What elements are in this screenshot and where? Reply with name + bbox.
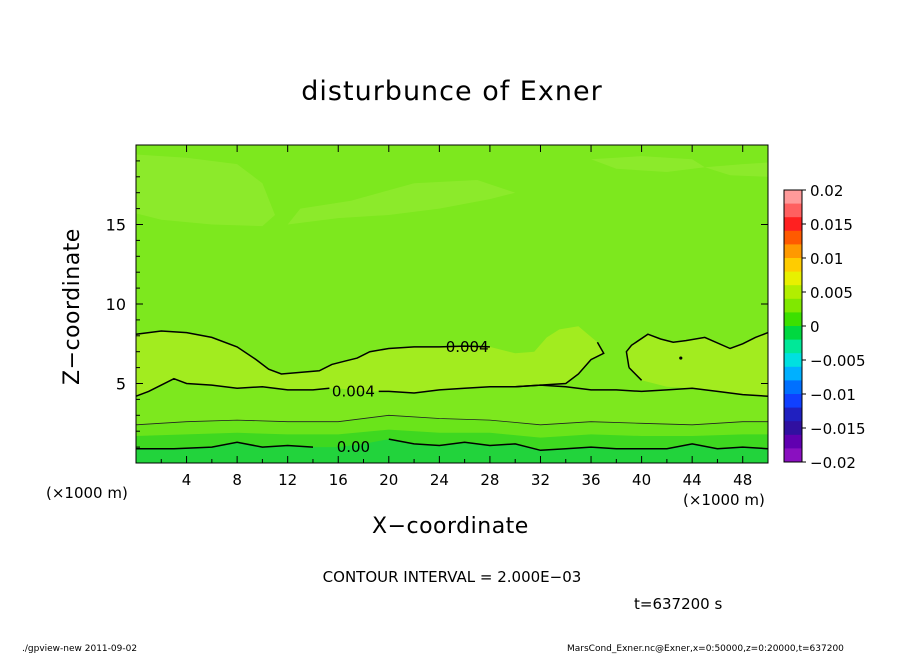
y-tick-label: 5 (116, 375, 126, 394)
x-unit-left: (×1000 m) (46, 484, 128, 502)
footer-right: MarsCond_Exner.nc@Exner,x=0:50000,z=0:20… (567, 644, 844, 654)
x-tick-label: 16 (329, 471, 348, 489)
field-patch (591, 156, 705, 172)
contour-line-0004-upper-right-close (628, 367, 643, 381)
footer-left: ./gpview-new 2011-09-02 (22, 644, 138, 654)
colorbar-segment (784, 217, 802, 232)
contour-interval-text: CONTOUR INTERVAL = 2.000E−03 (322, 568, 582, 586)
colorbar-tick-label: 0.005 (810, 284, 853, 302)
y-tick-label: 15 (106, 216, 126, 235)
contour-line-0002 (135, 414, 768, 426)
x-tick-label: 20 (379, 471, 398, 489)
contour-label: 0.004 (446, 338, 489, 356)
x-tick-label: 32 (531, 471, 550, 489)
field-patch (136, 154, 275, 227)
contour-line-0000-right (388, 438, 769, 452)
x-tick-label: 40 (632, 471, 651, 489)
colorbar: 0.02 0.015 0.01 0.005 0 −0.005 −0.01 −0.015 −0.0… (783, 182, 866, 472)
x-tick-label: 36 (581, 471, 600, 489)
colorbar-segment (784, 271, 802, 286)
x-tick-label: 8 (232, 471, 242, 489)
colorbar-segment (784, 312, 802, 327)
contour-dot (679, 356, 683, 360)
time-label: t=637200 s (634, 595, 723, 613)
colorbar-tick-label: 0 (810, 318, 820, 336)
colorbar-tick-label: 0.02 (810, 182, 843, 200)
colorbar-segment (784, 380, 802, 395)
x-axis-label: X−coordinate (372, 514, 529, 539)
field-surface (136, 439, 768, 463)
colorbar-segment (784, 326, 802, 341)
contour-label: 0.00 (337, 438, 370, 456)
colorbar-tick-label: −0.02 (810, 454, 856, 472)
plot-area (136, 145, 768, 463)
x-unit-right: (×1000 m) (683, 491, 765, 509)
x-tick-label: 48 (733, 471, 752, 489)
contour-line-0004-upper-right (625, 331, 769, 368)
contour-line-0000-left (136, 441, 314, 450)
colorbar-tick-label: 0.01 (810, 250, 843, 268)
field-mid-band-left (136, 326, 604, 397)
contour-line-0004-upper-left (135, 330, 490, 375)
y-tick-label: 10 (106, 295, 126, 314)
contour-line-0004-lower-left (135, 377, 330, 397)
x-tick-label: 28 (480, 471, 499, 489)
colorbar-tick-label: −0.01 (810, 386, 856, 404)
colorbar-segment (784, 366, 802, 381)
colorbar-segment (784, 298, 802, 313)
contour-lines: 0.004 0.004 0.00 (135, 330, 769, 456)
colorbar-segment (784, 394, 802, 409)
field-mid-band-right (626, 332, 768, 397)
x-tick-label: 44 (683, 471, 702, 489)
colorbar-tick-label: −0.015 (810, 420, 866, 438)
x-tick-label: 12 (278, 471, 297, 489)
colorbar-segment (784, 421, 802, 436)
contour-line-0004-lower-right (378, 384, 769, 397)
colorbar-segment (784, 258, 802, 273)
colorbar-segment (784, 244, 802, 259)
colorbar-segment (784, 448, 802, 463)
field-patch (287, 180, 516, 225)
colorbar-segment (784, 190, 802, 205)
colorbar-segment (784, 353, 802, 368)
colorbar-segment (784, 230, 802, 245)
colorbar-segment (784, 203, 802, 218)
colorbar-tick-label: −0.005 (810, 352, 866, 370)
contour-label: 0.004 (332, 382, 375, 400)
x-tick-label: 4 (182, 471, 192, 489)
colorbar-tick-label: 0.015 (810, 216, 853, 234)
colorbar-segment (784, 434, 802, 449)
chart-title: disturbunce of Exner (301, 76, 603, 107)
colorbar-segment (784, 339, 802, 354)
field-patch (704, 162, 768, 177)
x-tick-label: 24 (430, 471, 449, 489)
colorbar-segment (784, 407, 802, 422)
y-axis-label: Z−coordinate (60, 228, 85, 385)
colorbar-segment (784, 285, 802, 300)
